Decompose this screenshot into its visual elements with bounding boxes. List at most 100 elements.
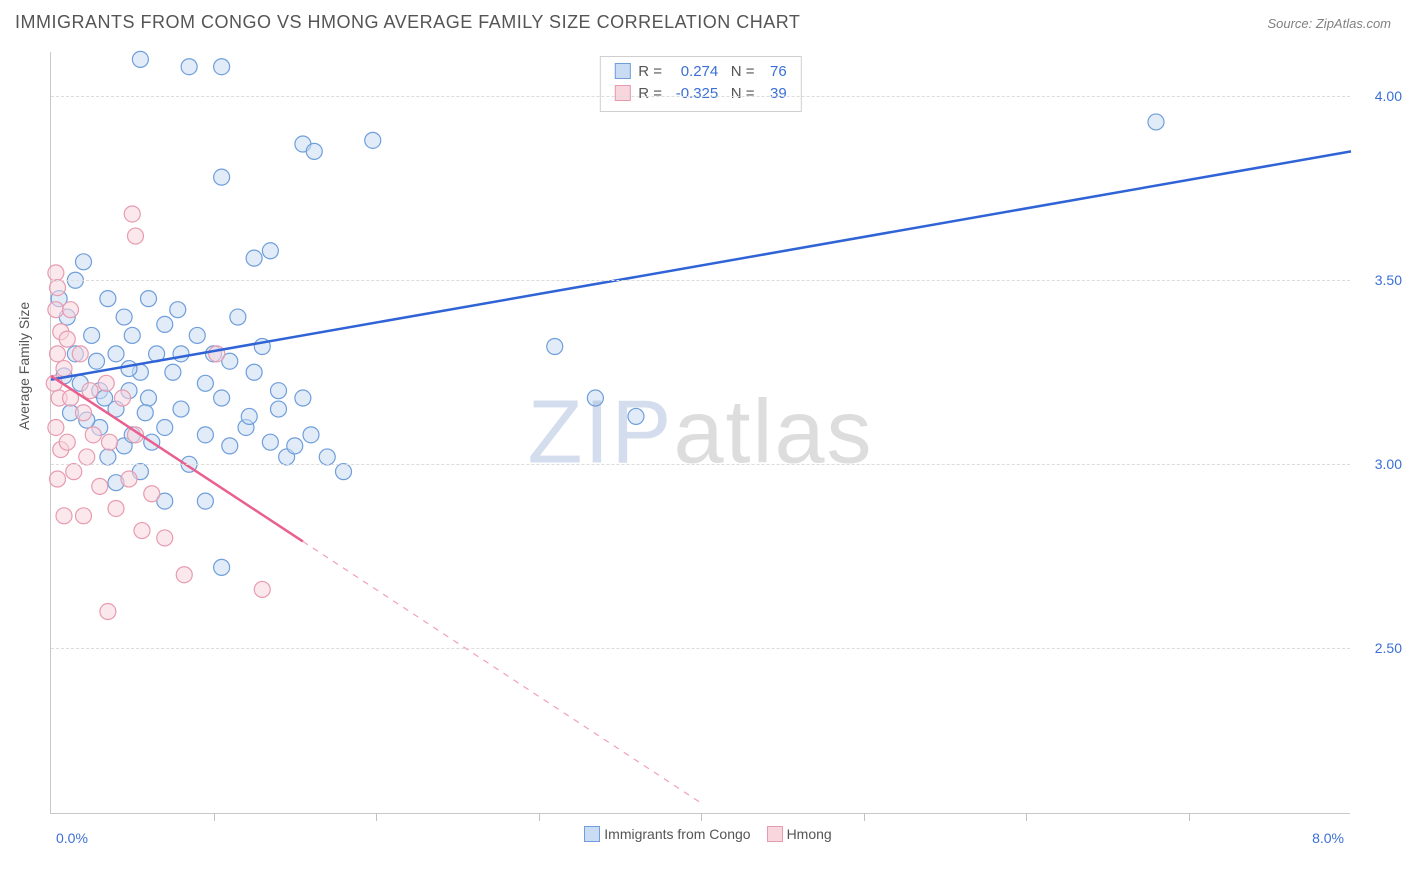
y-tick-label: 3.50 [1375, 272, 1402, 288]
scatter-point-congo [181, 59, 197, 75]
r-value: -0.325 [666, 83, 718, 105]
scatter-point-congo [157, 419, 173, 435]
x-tick [1189, 813, 1190, 821]
scatter-point-congo [121, 361, 137, 377]
scatter-point-congo [108, 346, 124, 362]
scatter-point-hmong [59, 331, 75, 347]
scatter-point-hmong [50, 280, 66, 296]
scatter-point-hmong [82, 383, 98, 399]
y-tick-label: 3.00 [1375, 456, 1402, 472]
scatter-point-congo [262, 243, 278, 259]
x-tick [701, 813, 702, 821]
scatter-point-congo [76, 254, 92, 270]
scatter-point-hmong [79, 449, 95, 465]
y-tick-label: 4.00 [1375, 88, 1402, 104]
gridline [51, 648, 1350, 649]
legend-label: Immigrants from Congo [604, 826, 750, 842]
scatter-point-hmong [76, 405, 92, 421]
scatter-point-hmong [128, 228, 144, 244]
plot-area: ZIPatlas R = 0.274 N = 76R = -0.325 N = … [50, 52, 1350, 814]
scatter-point-hmong [66, 464, 82, 480]
scatter-point-hmong [72, 346, 88, 362]
scatter-point-hmong [121, 471, 137, 487]
scatter-point-congo [547, 338, 563, 354]
trend-congo [51, 151, 1351, 379]
scatter-point-hmong [134, 523, 150, 539]
scatter-point-congo [271, 401, 287, 417]
y-axis-label: Average Family Size [16, 302, 32, 430]
scatter-point-congo [214, 169, 230, 185]
legend-swatch-icon [767, 826, 783, 842]
scatter-point-hmong [254, 581, 270, 597]
scatter-point-congo [170, 302, 186, 318]
scatter-point-congo [165, 364, 181, 380]
scatter-point-congo [124, 327, 140, 343]
y-tick-label: 2.50 [1375, 640, 1402, 656]
scatter-point-hmong [157, 530, 173, 546]
scatter-point-hmong [176, 567, 192, 583]
scatter-point-congo [336, 464, 352, 480]
x-tick [376, 813, 377, 821]
scatter-point-congo [246, 250, 262, 266]
scatter-point-hmong [59, 434, 75, 450]
bottom-legend: Immigrants from Congo Hmong [50, 826, 1350, 842]
scatter-point-congo [157, 316, 173, 332]
scatter-point-congo [319, 449, 335, 465]
scatter-point-hmong [115, 390, 131, 406]
scatter-point-congo [262, 434, 278, 450]
legend-swatch-icon [614, 85, 630, 101]
scatter-point-congo [89, 353, 105, 369]
chart-svg [51, 52, 1350, 813]
scatter-point-hmong [63, 302, 79, 318]
scatter-point-congo [100, 291, 116, 307]
scatter-point-hmong [100, 604, 116, 620]
chart-title: IMMIGRANTS FROM CONGO VS HMONG AVERAGE F… [15, 12, 800, 33]
scatter-point-congo [173, 346, 189, 362]
scatter-point-hmong [50, 471, 66, 487]
scatter-point-congo [173, 401, 189, 417]
n-value: 76 [759, 61, 787, 83]
source-label: Source: ZipAtlas.com [1267, 16, 1391, 31]
scatter-point-congo [628, 408, 644, 424]
scatter-point-congo [116, 309, 132, 325]
gridline [51, 96, 1350, 97]
scatter-point-congo [197, 493, 213, 509]
scatter-point-congo [365, 132, 381, 148]
scatter-point-congo [306, 143, 322, 159]
scatter-point-congo [246, 364, 262, 380]
scatter-point-congo [84, 327, 100, 343]
scatter-point-hmong [102, 434, 118, 450]
scatter-point-congo [214, 390, 230, 406]
scatter-point-hmong [108, 500, 124, 516]
scatter-point-congo [141, 291, 157, 307]
scatter-point-congo [241, 408, 257, 424]
x-tick [539, 813, 540, 821]
scatter-point-hmong [56, 508, 72, 524]
scatter-point-congo [214, 559, 230, 575]
stats-row-hmong: R = -0.325 N = 39 [614, 83, 786, 105]
scatter-point-congo [287, 438, 303, 454]
x-tick [214, 813, 215, 821]
n-label: N = [731, 85, 755, 102]
r-value: 0.274 [666, 61, 718, 83]
scatter-point-hmong [144, 486, 160, 502]
scatter-point-hmong [85, 427, 101, 443]
scatter-point-hmong [124, 206, 140, 222]
legend-swatch-icon [584, 826, 600, 842]
scatter-point-congo [587, 390, 603, 406]
scatter-point-congo [137, 405, 153, 421]
scatter-point-hmong [48, 265, 64, 281]
legend-label: Hmong [787, 826, 832, 842]
stats-legend: R = 0.274 N = 76R = -0.325 N = 39 [599, 56, 801, 112]
r-label: R = [638, 63, 662, 80]
scatter-point-hmong [48, 419, 64, 435]
scatter-point-congo [141, 390, 157, 406]
scatter-point-hmong [56, 361, 72, 377]
x-tick [864, 813, 865, 821]
scatter-point-congo [132, 51, 148, 67]
gridline [51, 280, 1350, 281]
scatter-point-congo [230, 309, 246, 325]
scatter-point-hmong [98, 375, 114, 391]
scatter-point-congo [214, 59, 230, 75]
scatter-point-hmong [50, 346, 66, 362]
